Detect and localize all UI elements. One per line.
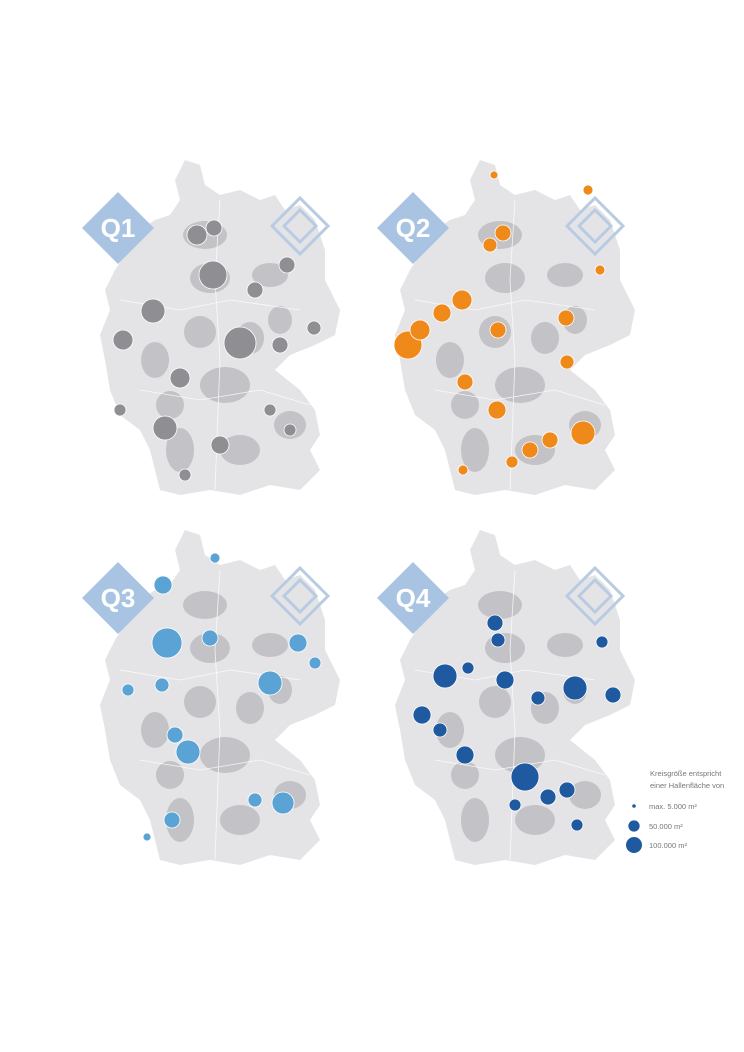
- bubble: [283, 423, 297, 437]
- bubble: [140, 298, 166, 324]
- bubble: [257, 670, 283, 696]
- bubble: [409, 319, 431, 341]
- bubble: [521, 441, 539, 459]
- bubble: [495, 670, 515, 690]
- bubble: [271, 336, 289, 354]
- quarter-label: Q3: [101, 583, 136, 613]
- bubble: [432, 303, 452, 323]
- bubble: [142, 832, 152, 842]
- bubble: [198, 260, 228, 290]
- bubble: [582, 184, 594, 196]
- bubble: [247, 792, 263, 808]
- badge-diamond: [82, 192, 154, 264]
- bubble: [489, 321, 507, 339]
- bubble: [451, 289, 473, 311]
- bubbles: [412, 614, 622, 832]
- bubble: [153, 575, 173, 595]
- legend-title: einer Hallenfläche von: [650, 781, 724, 790]
- bubble: [604, 686, 622, 704]
- bubble: [595, 635, 609, 649]
- bubble: [209, 552, 221, 564]
- bubble: [169, 367, 191, 389]
- bubble: [412, 705, 432, 725]
- bubble: [201, 629, 219, 647]
- bubble: [205, 219, 223, 237]
- quarter-label: Q4: [396, 583, 431, 613]
- bubble: [163, 811, 181, 829]
- quarter-badge: Q1: [82, 192, 154, 264]
- bubble: [487, 400, 507, 420]
- bubble: [288, 633, 308, 653]
- bubble: [486, 614, 504, 632]
- bubble: [278, 256, 296, 274]
- map-panel: Q3: [82, 528, 342, 867]
- quarter-badge: Q4: [377, 562, 449, 634]
- bubble: [494, 224, 512, 242]
- bubble: [166, 726, 184, 744]
- badge-diamond: [377, 192, 449, 264]
- bubble: [594, 264, 606, 276]
- bubble: [186, 224, 208, 246]
- bubble: [508, 798, 522, 812]
- bubble: [223, 326, 257, 360]
- bubble: [490, 632, 506, 648]
- bubble: [510, 762, 540, 792]
- bubble: [570, 818, 584, 832]
- bubbles: [393, 170, 606, 476]
- bubble: [559, 354, 575, 370]
- bubble: [271, 791, 295, 815]
- map-panel: Q4: [377, 528, 637, 867]
- badge-diamond: [82, 562, 154, 634]
- bubble: [457, 464, 469, 476]
- bubbles: [121, 552, 322, 842]
- bubble: [151, 627, 183, 659]
- quarter-label: Q1: [101, 213, 136, 243]
- map-panel: Q2: [377, 158, 637, 497]
- legend-circle: [628, 820, 640, 832]
- bubble: [530, 690, 546, 706]
- legend-label: 100.000 m²: [649, 841, 687, 850]
- bubble: [562, 675, 588, 701]
- map-panel: Q1: [82, 158, 342, 497]
- bubble: [263, 403, 277, 417]
- bubble: [557, 309, 575, 327]
- bubble: [489, 170, 499, 180]
- bubble: [432, 722, 448, 738]
- bubble: [308, 656, 322, 670]
- bubble: [455, 745, 475, 765]
- bubble: [432, 663, 458, 689]
- bubble: [505, 455, 519, 469]
- bubble: [482, 237, 498, 253]
- bubble: [246, 281, 264, 299]
- bubble: [112, 329, 134, 351]
- bubble: [178, 468, 192, 482]
- bubbles: [112, 219, 322, 482]
- quarter-badge: Q2: [377, 192, 449, 264]
- bubble: [175, 739, 201, 765]
- legend-circle: [626, 837, 642, 853]
- bubble: [461, 661, 475, 675]
- legend: Kreisgröße entspricht einer Hallenfläche …: [626, 769, 724, 853]
- bubble: [539, 788, 557, 806]
- bubble: [306, 320, 322, 336]
- legend-label: 50.000 m²: [649, 822, 683, 831]
- bubble: [121, 683, 135, 697]
- quarter-badge: Q3: [82, 562, 154, 634]
- quarter-label: Q2: [396, 213, 431, 243]
- bubble: [541, 431, 559, 449]
- bubble: [456, 373, 474, 391]
- bubble: [210, 435, 230, 455]
- legend-title: Kreisgröße entspricht: [650, 769, 722, 778]
- maps: Q1 Q2 Q3 Q4: [82, 158, 637, 867]
- legend-label: max. 5.000 m²: [649, 802, 697, 811]
- bubble: [152, 415, 178, 441]
- bubble: [113, 403, 127, 417]
- badge-diamond: [377, 562, 449, 634]
- legend-circle: [632, 804, 636, 808]
- bubble: [570, 420, 596, 446]
- bubble: [558, 781, 576, 799]
- bubble: [154, 677, 170, 693]
